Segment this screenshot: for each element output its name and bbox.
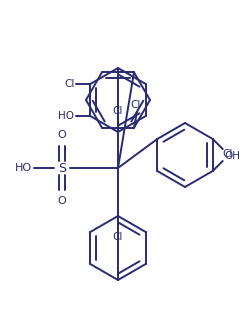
Text: Cl: Cl xyxy=(131,100,141,110)
Text: HO: HO xyxy=(58,111,74,121)
Text: O: O xyxy=(58,196,66,206)
Text: OH: OH xyxy=(225,151,241,161)
Text: Cl: Cl xyxy=(223,149,233,159)
Text: Cl: Cl xyxy=(64,79,74,89)
Text: HO: HO xyxy=(15,163,32,173)
Text: Cl: Cl xyxy=(113,106,123,116)
Text: O: O xyxy=(58,130,66,140)
Text: Cl: Cl xyxy=(113,232,123,242)
Text: S: S xyxy=(58,161,66,174)
